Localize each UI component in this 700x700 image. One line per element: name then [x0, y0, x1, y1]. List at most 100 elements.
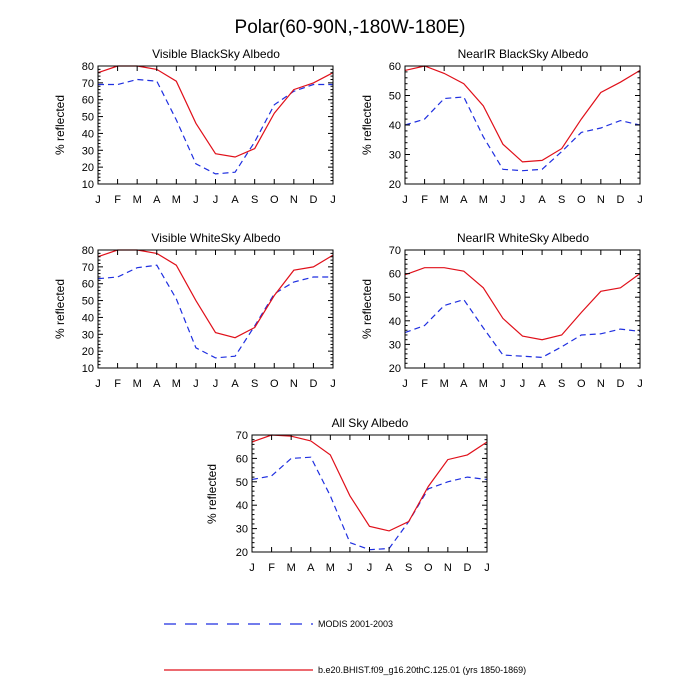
x-tick-label: J [330, 378, 336, 390]
x-tick-label: F [114, 194, 121, 206]
x-tick-label: D [309, 194, 317, 206]
panel-nearir-blacksky: NearIR BlackSky Albedo % reflected 20 30 4… [360, 47, 643, 206]
y-tick-label: 40 [236, 500, 248, 512]
y-tick-label: 70 [82, 78, 94, 90]
modis-series-line [404, 96, 641, 172]
panel-title: Visible BlackSky Albedo [152, 47, 280, 61]
x-tick-label: F [421, 378, 428, 390]
x-tick-label: A [231, 378, 239, 390]
x-tick-label: J [520, 378, 526, 390]
x-tick-label: O [270, 194, 279, 206]
x-tick-label: S [558, 378, 565, 390]
y-tick-label: 20 [389, 363, 401, 375]
x-tick-label: N [597, 194, 605, 206]
model-series-line [97, 65, 334, 158]
x-tick-label: J [193, 378, 199, 390]
y-tick-label: 60 [389, 61, 401, 73]
y-axis-label: % reflected [360, 279, 374, 339]
legend-obs-label: MODIS 2001-2003 [318, 619, 393, 629]
x-tick-label: O [577, 194, 586, 206]
modis-series-line [98, 78, 333, 175]
x-tick-label: A [460, 194, 468, 206]
y-tick-label: 50 [82, 296, 94, 308]
y-tick-label: 70 [82, 262, 94, 274]
x-tick-label: J [213, 378, 219, 390]
x-tick-label: N [290, 194, 298, 206]
y-axis-label: % reflected [53, 95, 67, 155]
x-tick-label: F [268, 562, 275, 574]
plot-frame [97, 65, 334, 185]
modis-series-line [404, 298, 641, 359]
y-tick-label: 60 [82, 279, 94, 291]
x-tick-label: A [307, 562, 315, 574]
x-tick-label: J [637, 378, 643, 390]
y-tick-label: 70 [236, 430, 248, 442]
y-tick-label: 20 [82, 162, 94, 174]
y-tick-label: 40 [389, 120, 401, 132]
y-tick-label: 80 [82, 61, 94, 73]
y-tick-label: 50 [236, 477, 248, 489]
y-tick-label: 30 [82, 329, 94, 341]
y-axis-label: % reflected [205, 464, 219, 524]
x-tick-label: S [251, 378, 258, 390]
model-series-line [97, 249, 334, 339]
model-series-line [404, 65, 641, 163]
y-axis-label: % reflected [53, 279, 67, 339]
x-tick-label: J [402, 378, 408, 390]
y-tick-label: 60 [389, 269, 401, 281]
x-tick-label: D [616, 378, 624, 390]
y-tick-label: 80 [82, 245, 94, 257]
y-tick-label: 30 [389, 339, 401, 351]
x-tick-label: F [114, 378, 121, 390]
y-tick-label: 50 [389, 91, 401, 103]
x-tick-label: A [385, 562, 393, 574]
x-tick-label: N [444, 562, 452, 574]
x-tick-label: S [405, 562, 412, 574]
x-tick-label: M [440, 194, 449, 206]
x-tick-label: J [402, 194, 408, 206]
x-tick-label: O [424, 562, 433, 574]
panel-title: Visible WhiteSky Albedo [151, 231, 281, 245]
x-tick-label: O [270, 378, 279, 390]
legend: MODIS 2001-2003 b.e20.BHIST.f09_g16.20th… [164, 619, 526, 675]
x-tick-label: M [479, 194, 488, 206]
x-tick-label: J [500, 194, 506, 206]
x-tick-label: M [133, 194, 142, 206]
x-tick-label: J [367, 562, 373, 574]
modis-series-line [251, 456, 488, 551]
x-tick-label: A [153, 194, 161, 206]
x-tick-label: J [193, 194, 199, 206]
figure-title: Polar(60-90N,-180W-180E) [235, 17, 466, 38]
x-tick-label: M [172, 194, 181, 206]
x-tick-label: O [577, 378, 586, 390]
x-tick-label: J [637, 194, 643, 206]
y-axis-label: % reflected [360, 95, 374, 155]
x-tick-label: M [326, 562, 335, 574]
legend-model-label: b.e20.BHIST.f09_g16.20thC.125.01 (yrs 18… [318, 665, 526, 675]
x-tick-label: D [309, 378, 317, 390]
panel-title: NearIR WhiteSky Albedo [457, 231, 589, 245]
y-tick-label: 50 [389, 292, 401, 304]
x-tick-label: A [153, 378, 161, 390]
panel-visible-blacksky: Visible BlackSky Albedo % reflected 10 20… [53, 47, 336, 206]
x-tick-label: J [520, 194, 526, 206]
model-series-line [404, 267, 641, 341]
x-tick-label: J [500, 378, 506, 390]
x-tick-label: J [484, 562, 490, 574]
y-tick-label: 20 [236, 547, 248, 559]
x-tick-label: M [440, 378, 449, 390]
x-tick-label: M [287, 562, 296, 574]
panel-nearir-whitesky: NearIR WhiteSky Albedo % reflected 20 30 4… [360, 231, 643, 390]
x-tick-label: A [538, 378, 546, 390]
y-tick-label: 30 [389, 150, 401, 162]
y-tick-label: 60 [236, 453, 248, 465]
x-tick-label: J [95, 194, 101, 206]
x-tick-label: A [231, 194, 239, 206]
y-tick-label: 40 [389, 316, 401, 328]
y-tick-label: 30 [82, 145, 94, 157]
x-tick-label: J [347, 562, 353, 574]
panel-title: All Sky Albedo [332, 416, 409, 430]
x-tick-label: D [616, 194, 624, 206]
y-tick-label: 30 [236, 524, 248, 536]
